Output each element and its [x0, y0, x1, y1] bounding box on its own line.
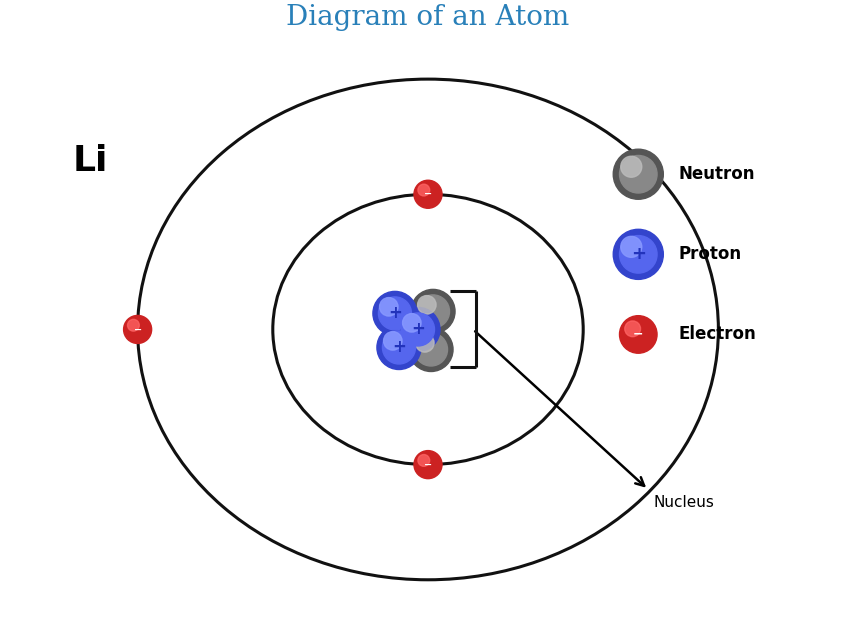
- Circle shape: [620, 155, 657, 193]
- Circle shape: [373, 291, 417, 336]
- Text: Proton: Proton: [678, 245, 741, 263]
- Circle shape: [396, 308, 440, 351]
- Circle shape: [414, 333, 448, 366]
- Circle shape: [378, 297, 412, 330]
- Text: Electron: Electron: [678, 326, 756, 343]
- Circle shape: [377, 326, 421, 369]
- Circle shape: [621, 156, 642, 177]
- Text: −: −: [633, 328, 644, 341]
- Text: −: −: [424, 189, 432, 199]
- Circle shape: [128, 319, 140, 331]
- Circle shape: [620, 236, 657, 273]
- Text: +: +: [388, 305, 402, 323]
- Circle shape: [414, 180, 442, 208]
- Circle shape: [625, 321, 640, 337]
- Text: Nucleus: Nucleus: [653, 495, 714, 510]
- Circle shape: [383, 331, 402, 350]
- Circle shape: [613, 149, 663, 199]
- Circle shape: [383, 331, 415, 364]
- Circle shape: [418, 296, 436, 314]
- Circle shape: [621, 236, 642, 257]
- Circle shape: [401, 313, 435, 346]
- Text: −: −: [424, 460, 432, 470]
- Text: −: −: [134, 324, 142, 334]
- Circle shape: [415, 334, 434, 352]
- Circle shape: [620, 316, 657, 353]
- Circle shape: [418, 184, 430, 196]
- Circle shape: [414, 451, 442, 479]
- Circle shape: [418, 454, 430, 466]
- Text: +: +: [411, 321, 425, 338]
- Circle shape: [613, 229, 663, 280]
- Text: Neutron: Neutron: [678, 165, 755, 183]
- Circle shape: [123, 315, 152, 343]
- Circle shape: [417, 295, 449, 328]
- Circle shape: [402, 314, 421, 332]
- Text: Li: Li: [73, 144, 108, 178]
- Text: +: +: [631, 245, 645, 263]
- Circle shape: [411, 290, 455, 333]
- Circle shape: [409, 328, 453, 371]
- Text: +: +: [392, 338, 406, 356]
- Title: Diagram of an Atom: Diagram of an Atom: [287, 4, 569, 31]
- Circle shape: [379, 298, 398, 316]
